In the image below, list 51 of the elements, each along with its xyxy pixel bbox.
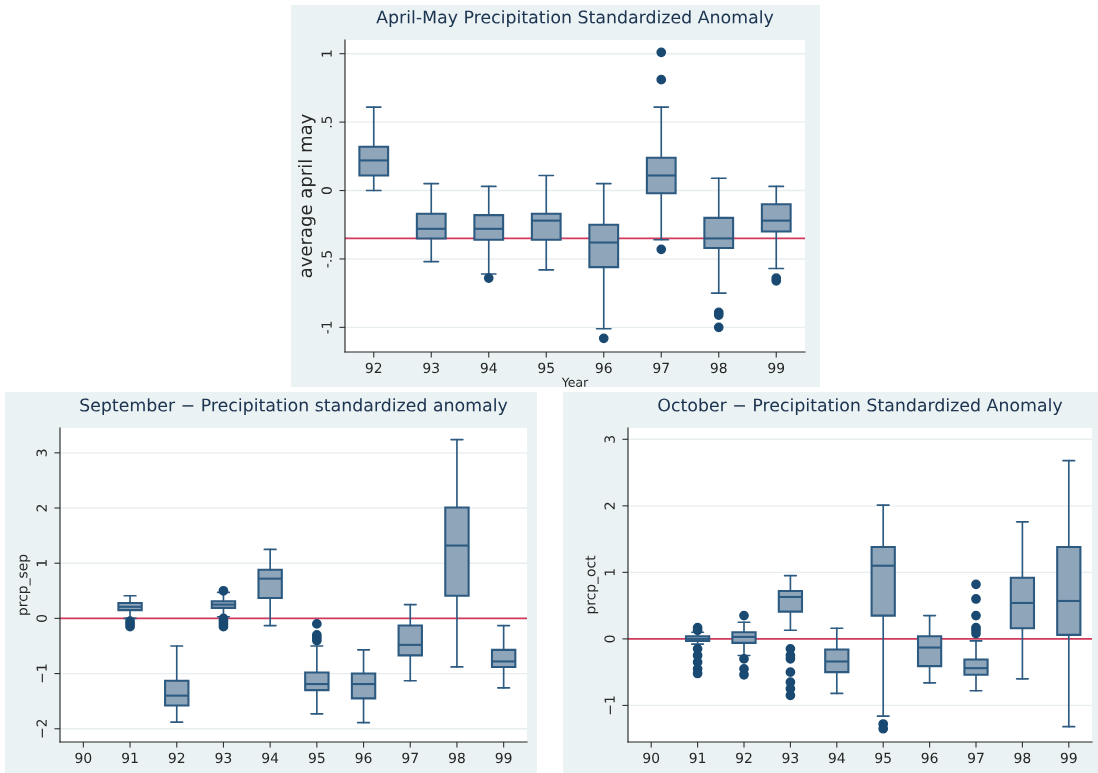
y-tick-label: .5 [321, 116, 332, 128]
x-tick-label: 99 [495, 752, 512, 764]
x-tick-label: 96 [595, 362, 612, 374]
chart-title: October − Precipitation Standardized Anomaly [658, 398, 1063, 415]
x-tick-label: 96 [921, 752, 938, 764]
x-tick-label: 96 [355, 752, 372, 764]
y-tick-label: 3 [604, 436, 615, 443]
y-tick-label: 0 [604, 635, 615, 643]
x-axis-title: Year [561, 377, 589, 387]
x-tick-label: 92 [736, 752, 752, 764]
y-tick-label: −1 [604, 696, 615, 715]
y-tick-label: 2 [36, 504, 47, 512]
x-tick-label: 91 [122, 752, 138, 764]
y-tick-label: -1 [321, 321, 332, 334]
chart-title: September − Precipitation standardized anomaly [80, 398, 508, 415]
y-axis-title: prcp_oct [585, 555, 599, 614]
y-tick-label: −2 [36, 719, 47, 738]
y-tick-label: 0 [36, 614, 47, 622]
x-tick-label: 90 [643, 752, 660, 764]
x-tick-label: 90 [75, 752, 92, 764]
x-tick-label: 98 [1014, 752, 1031, 764]
y-tick-label: −1 [36, 664, 47, 683]
chart-title: April-May Precipitation Standardized Anomaly [376, 10, 774, 27]
x-tick-label: 94 [480, 362, 497, 374]
x-tick-label: 94 [828, 752, 845, 764]
y-tick-label: 1 [36, 560, 47, 567]
x-tick-label: 95 [538, 362, 554, 374]
x-tick-label: 95 [308, 752, 325, 764]
y-tick-label: 2 [604, 502, 615, 510]
y-tick-label: 3 [36, 449, 47, 457]
x-tick-label: 99 [1060, 752, 1077, 764]
x-tick-label: 92 [365, 362, 382, 374]
x-tick-label: 92 [168, 752, 185, 764]
x-tick-label: 97 [653, 362, 669, 374]
y-tick-label: 0 [321, 187, 332, 195]
x-tick-label: 94 [262, 752, 279, 764]
x-tick-label: 93 [423, 362, 439, 374]
x-tick-label: 98 [710, 362, 727, 374]
x-tick-label: 95 [875, 752, 891, 764]
x-tick-label: 99 [768, 362, 785, 374]
y-tick-label: 1 [604, 569, 615, 576]
x-tick-label: 93 [215, 752, 232, 764]
y-axis-title: average april may [298, 114, 316, 278]
x-tick-label: 93 [782, 752, 799, 764]
x-tick-label: 97 [402, 752, 418, 764]
x-tick-label: 91 [689, 752, 706, 764]
x-tick-label: 97 [968, 752, 984, 764]
y-tick-label: 1 [321, 50, 332, 57]
y-tick-label: -.5 [321, 251, 332, 268]
y-axis-title: prcp_sep [19, 554, 31, 615]
x-tick-label: 98 [448, 752, 465, 764]
